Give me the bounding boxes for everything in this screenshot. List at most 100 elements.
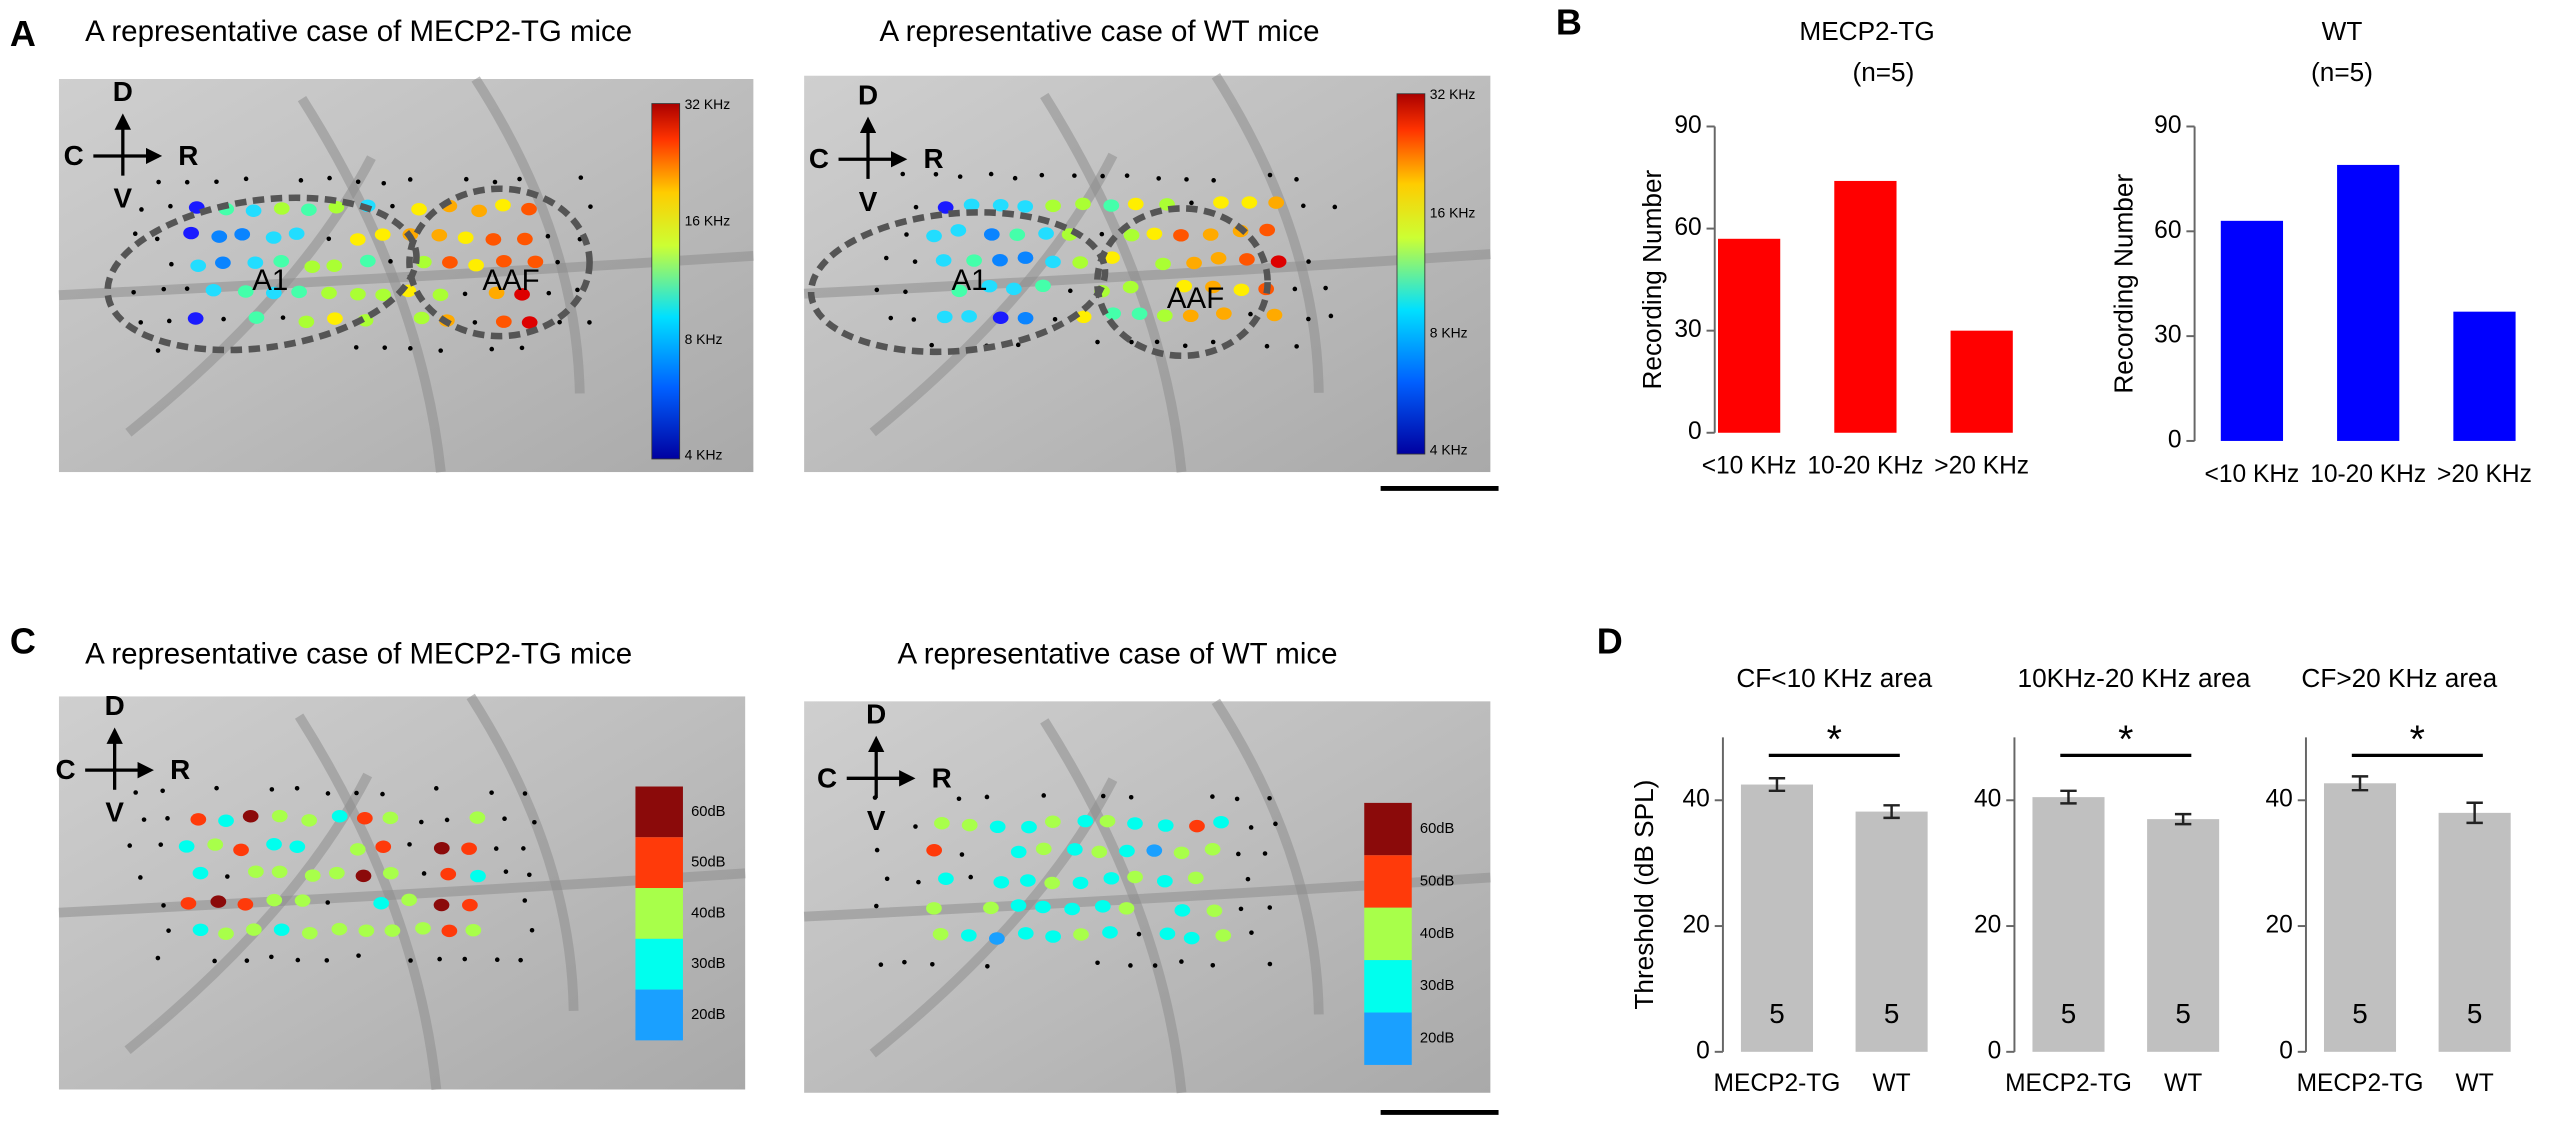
electrode-unresponsive (161, 903, 166, 908)
panel-label: D (1597, 621, 1623, 662)
significance-star: * (1827, 718, 1842, 762)
electrode-unresponsive (1267, 961, 1273, 967)
electrode-unresponsive (883, 255, 889, 261)
electrode-site (298, 315, 315, 329)
electrode-unresponsive (139, 207, 144, 212)
electrode-site (1010, 899, 1027, 912)
electrode-site (1202, 228, 1219, 241)
electrode-unresponsive (984, 794, 990, 800)
electrode-site (1266, 308, 1283, 322)
electrode-unresponsive (502, 816, 507, 822)
electrode-site (328, 866, 345, 880)
charts: MECP2-TG (n=5) Recording Number 0 30 60 90 <10 … (1629, 16, 2532, 1097)
electrode-site (1122, 280, 1139, 294)
electrode-unresponsive (155, 348, 161, 353)
electrode-site (462, 898, 478, 912)
electrode-unresponsive (903, 289, 908, 295)
electrode-unresponsive (1136, 931, 1142, 937)
electrode-site (1010, 845, 1027, 859)
electrode-site (1103, 199, 1120, 212)
electrode-site (983, 901, 999, 915)
electrode-site (349, 233, 366, 246)
electrode-site (1091, 845, 1108, 859)
electrode-site (273, 255, 290, 268)
electrode-unresponsive (555, 259, 560, 265)
sample-size: 5 (2061, 998, 2076, 1029)
colorbar-label: 20dB (1420, 1031, 1455, 1047)
electrode-unresponsive (472, 320, 478, 325)
electrode-site (1173, 229, 1189, 242)
electrode-site (1270, 255, 1287, 268)
x-tick-label: <10 KHz (1702, 453, 1797, 480)
electrode-site (1183, 931, 1200, 945)
electrode-site (1131, 307, 1148, 321)
electrode-site (205, 283, 222, 297)
electrode-site (1173, 846, 1190, 860)
electrode-unresponsive (911, 317, 917, 322)
electrode-unresponsive (557, 319, 562, 325)
electrode-site (301, 814, 318, 827)
y-tick-label: 40 (2266, 786, 2293, 813)
electrode-site (1072, 876, 1089, 890)
blood-vessel (294, 713, 442, 1091)
electrode-site (1127, 197, 1144, 211)
electrode-site (304, 869, 321, 882)
electrode-unresponsive (355, 179, 361, 185)
electrode-site (992, 311, 1009, 324)
x-tick-label: <10 KHz (2204, 461, 2299, 488)
electrode-site (993, 876, 1010, 889)
electrode-unresponsive (929, 342, 934, 348)
electrode-site (218, 814, 234, 827)
electrode-site (989, 820, 1006, 834)
x-tick-label: WT (1873, 1070, 1911, 1097)
electrode-unresponsive (381, 180, 387, 186)
colorbar-label: 50dB (1420, 873, 1455, 889)
compass-label: V (867, 805, 886, 836)
bar (2220, 220, 2284, 441)
electrode-unresponsive (489, 790, 494, 795)
electrode-site (1077, 814, 1094, 828)
significance-star: * (2118, 718, 2133, 762)
electrode-site (1233, 283, 1250, 297)
y-tick-label: 0 (1696, 1037, 1710, 1064)
electrode-unresponsive (356, 953, 361, 958)
electrode-unresponsive (1189, 200, 1194, 206)
electrode-unresponsive (1210, 794, 1215, 799)
bar (2032, 797, 2105, 1052)
electrode-unresponsive (419, 819, 424, 825)
electrode-unresponsive (1152, 963, 1158, 968)
electrode-site (1157, 874, 1173, 888)
y-tick-label: 60 (1674, 214, 1701, 241)
y-tick-label: 0 (2279, 1037, 2293, 1064)
image-title: A representative case of WT mice (879, 15, 1319, 48)
electrode-site (457, 231, 474, 244)
electrode-site (265, 231, 282, 244)
blood-vessel (1211, 73, 1324, 393)
electrode-site (989, 932, 1005, 945)
chart-title: CF>20 KHz area (2301, 663, 2497, 693)
electrode-site (1105, 307, 1121, 320)
electrode-unresponsive (160, 788, 165, 794)
electrode-unresponsive (294, 786, 300, 791)
electrode-unresponsive (166, 318, 172, 324)
electrode-unresponsive (878, 962, 884, 967)
electrode-site (468, 258, 484, 272)
electrode-unresponsive (1262, 851, 1268, 856)
blood-vessel (1040, 92, 1187, 473)
compass-label: D (105, 690, 125, 721)
electrode-unresponsive (913, 824, 918, 829)
electrode-unresponsive (933, 171, 939, 177)
colorbar-label: 8 KHz (1430, 325, 1468, 341)
electrode-unresponsive (493, 846, 499, 851)
electrode-site (328, 201, 345, 214)
electrode-unresponsive (1072, 173, 1077, 178)
electrode-unresponsive (1301, 203, 1306, 209)
electrode-unresponsive (165, 816, 170, 821)
electrode-site (331, 922, 348, 936)
electrode-unresponsive (588, 204, 593, 209)
image-title: A representative case of MECP2-TG mice (85, 15, 632, 48)
electrode-site (359, 254, 376, 268)
electrode-site (401, 893, 418, 907)
electrode-site (1268, 196, 1285, 209)
electrode-unresponsive (133, 790, 138, 795)
